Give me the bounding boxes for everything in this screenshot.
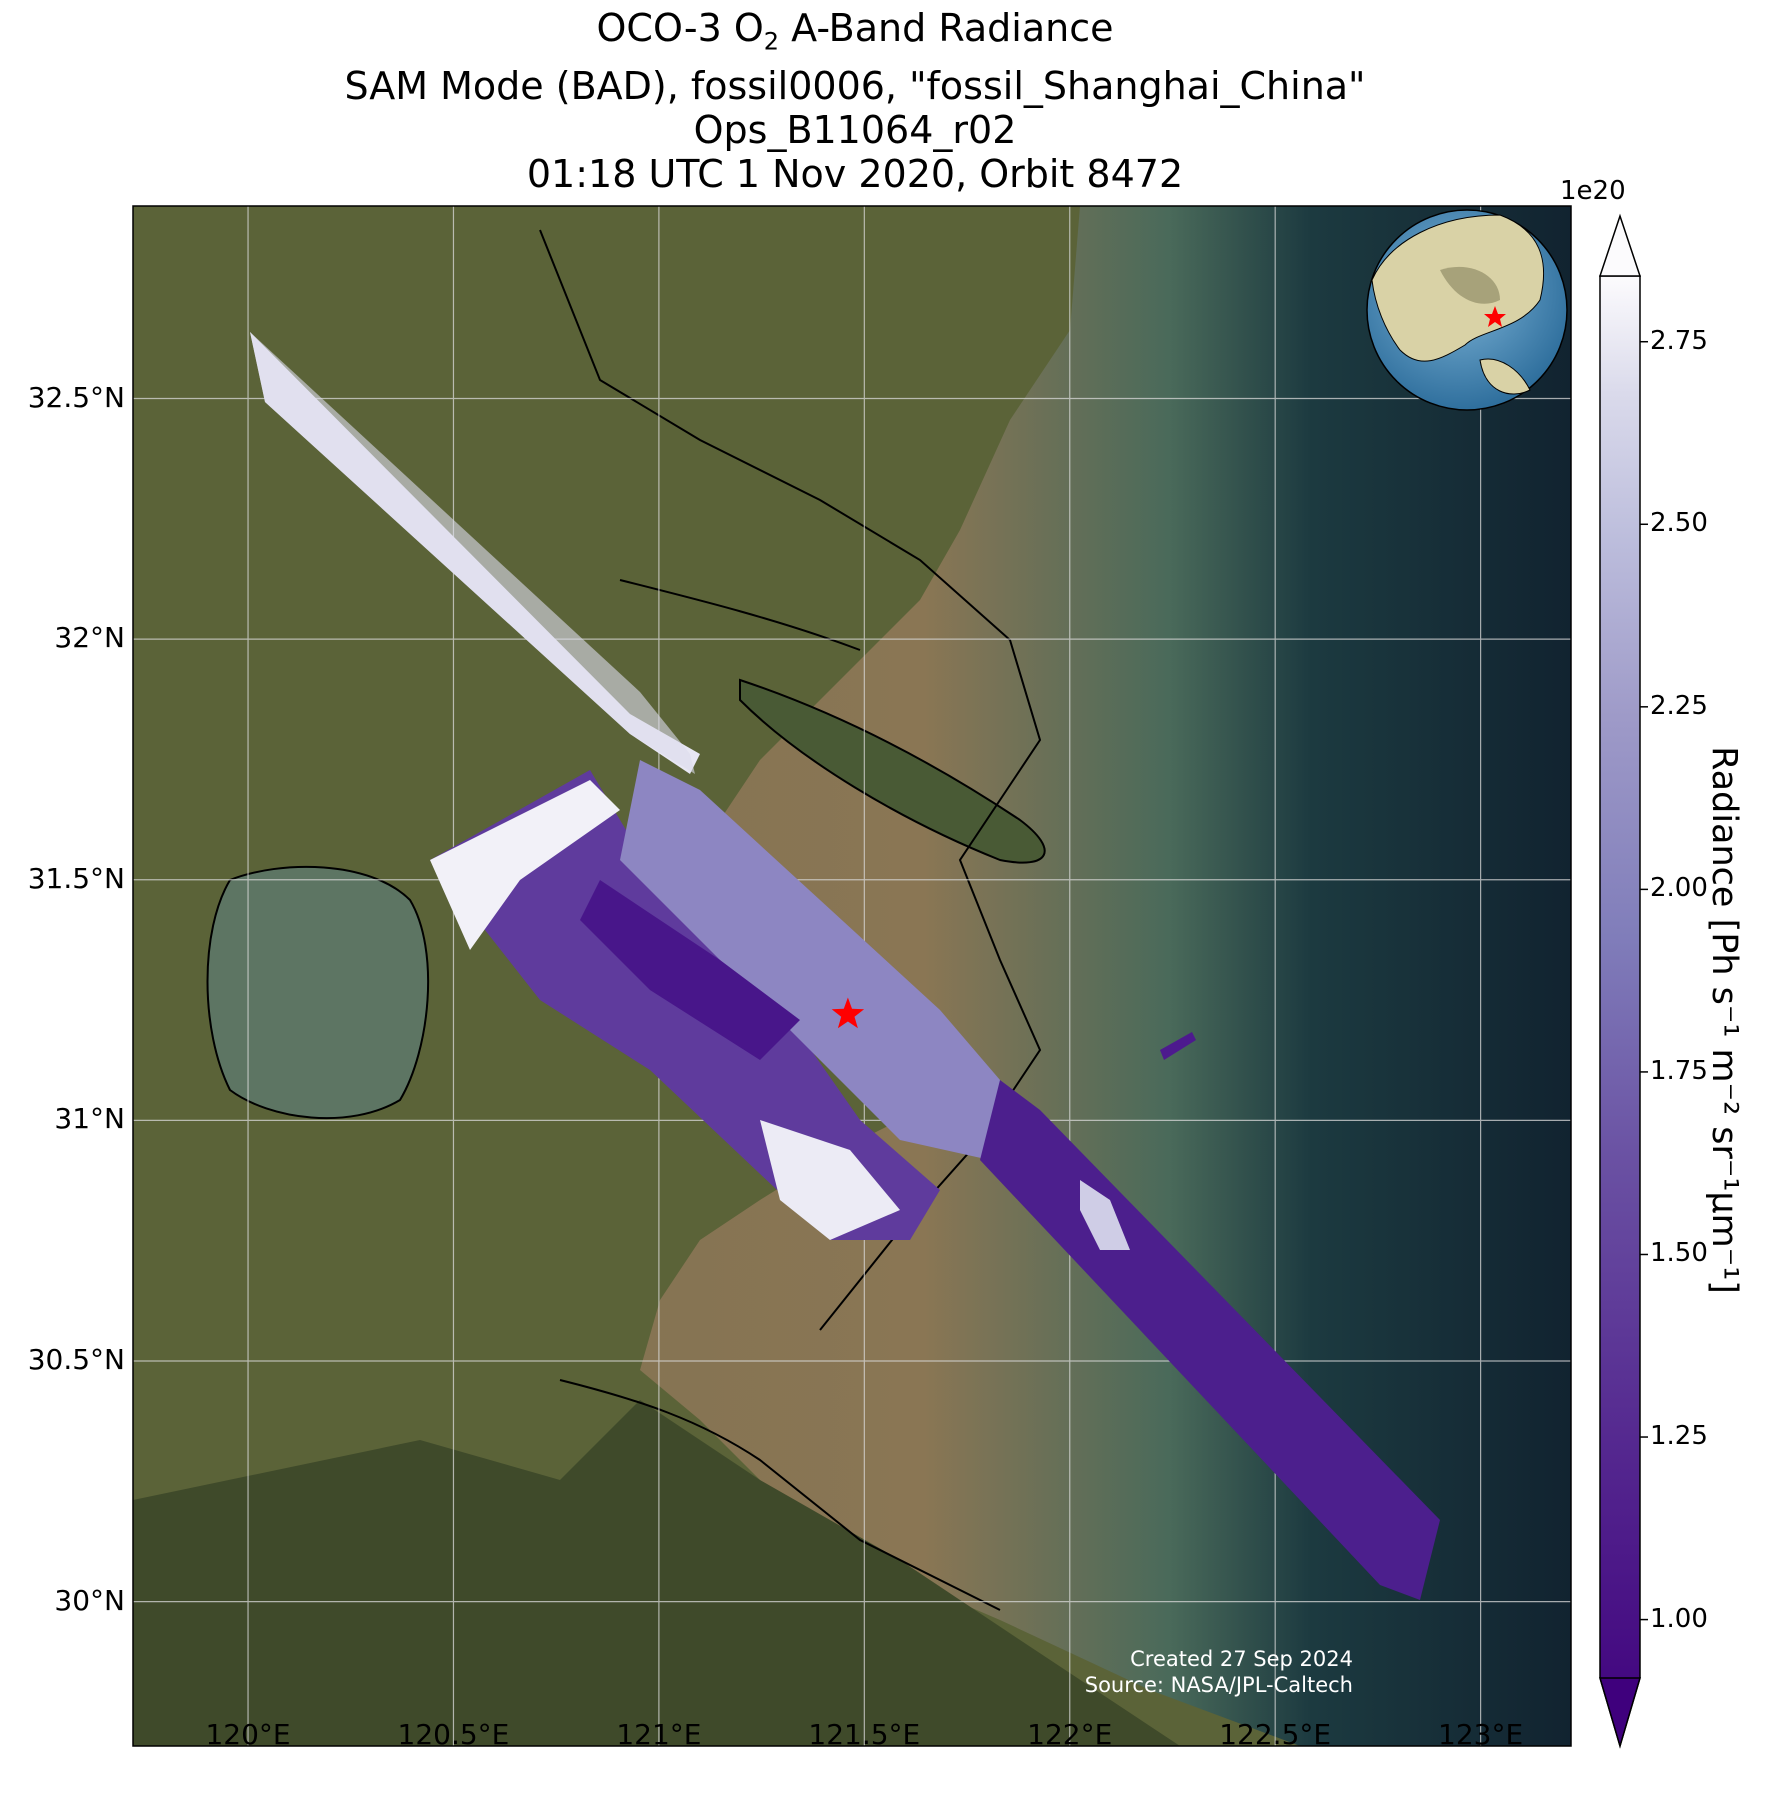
lat-tick-label: 30.5°N: [27, 1343, 125, 1376]
lon-tick-label: 123°E: [1438, 1718, 1524, 1751]
colorbar-body: [1599, 275, 1641, 1749]
taihu-lake: [206, 865, 430, 1120]
title-line-2: SAM Mode (BAD), fossil0006, "fossil_Shan…: [344, 63, 1366, 108]
swath-segment-north-tint: [250, 332, 695, 774]
globe-tibet-plateau: [1440, 266, 1500, 304]
title-line-4: 01:18 UTC 1 Nov 2020, Orbit 8472: [526, 151, 1184, 196]
lon-tick-label: 121°E: [616, 1718, 702, 1751]
chart-title: OCO-3 O2 A-Band Radiance SAM Mode (BAD),…: [0, 6, 1710, 196]
lon-tick-label: 121.5°E: [808, 1718, 921, 1751]
colorbar-extend-bottom: [1598, 1677, 1642, 1749]
colorbar-tick-label: 1.50: [1650, 1238, 1708, 1269]
swath-dark-core: [580, 880, 800, 1060]
swath-bright-patch-west: [430, 780, 620, 950]
colorbar-tick-label: 2.00: [1650, 873, 1708, 904]
lon-tick-label: 120°E: [205, 1718, 291, 1751]
title-line-3: Ops_B11064_r02: [693, 107, 1017, 152]
colorbar-tick-label: 1.25: [1650, 1421, 1708, 1452]
colorbar-ticks: [1640, 340, 1648, 1621]
globe-islands: [1479, 358, 1531, 395]
title-line-1: OCO-3 O2 A-Band Radiance: [596, 6, 1114, 56]
target-star-icon: [831, 997, 865, 1029]
colorbar-tick-label: 1.75: [1650, 1055, 1708, 1086]
swath-bright-patch-south: [760, 1120, 900, 1240]
lon-tick-label: 120.5°E: [397, 1718, 510, 1751]
colorbar-tick-label: 2.25: [1650, 690, 1708, 721]
lat-tick-label: 31.5°N: [27, 861, 125, 895]
colorbar-tick-label: 2.50: [1650, 508, 1708, 539]
lon-tick-label: 122.5°E: [1219, 1718, 1332, 1751]
lon-tick-label: 122°E: [1027, 1718, 1113, 1751]
map-gridlines: [133, 206, 1571, 1746]
swath-bright-patch-southeast: [1080, 1180, 1130, 1250]
chongming-island: [739, 678, 1046, 864]
lat-tick-label: 31°N: [54, 1102, 125, 1136]
colorbar: [1598, 213, 1648, 1749]
inset-globe: [1366, 209, 1568, 411]
lat-tick-label: 32°N: [54, 621, 125, 655]
coastline-south: [559, 1379, 1001, 1611]
colorbar-offset-label: 1e20: [1560, 176, 1626, 206]
colorbar-extend-top: [1598, 213, 1642, 277]
southern-hills: [133, 1400, 1180, 1746]
source-credit: Source: NASA/JPL-Caltech: [1084, 1673, 1353, 1697]
globe-target-star-icon: [1484, 306, 1506, 327]
swath-segment-center: [620, 760, 1030, 1160]
colorbar-label: Radiance [Ph s⁻¹ m⁻² sr⁻¹μm⁻¹]: [1704, 746, 1744, 1294]
swath-isolated-footprint: [1160, 1032, 1196, 1060]
radiance-swath: [250, 332, 1440, 1600]
created-credit: Created 27 Sep 2024: [1130, 1647, 1353, 1671]
lat-tick-label: 32.5°N: [27, 380, 125, 414]
colorbar-tick-label: 2.75: [1650, 325, 1708, 356]
colorbar-tick-label: 1.00: [1650, 1603, 1708, 1634]
map-frame: [132, 205, 1572, 1747]
lat-tick-label: 30°N: [54, 1583, 125, 1617]
